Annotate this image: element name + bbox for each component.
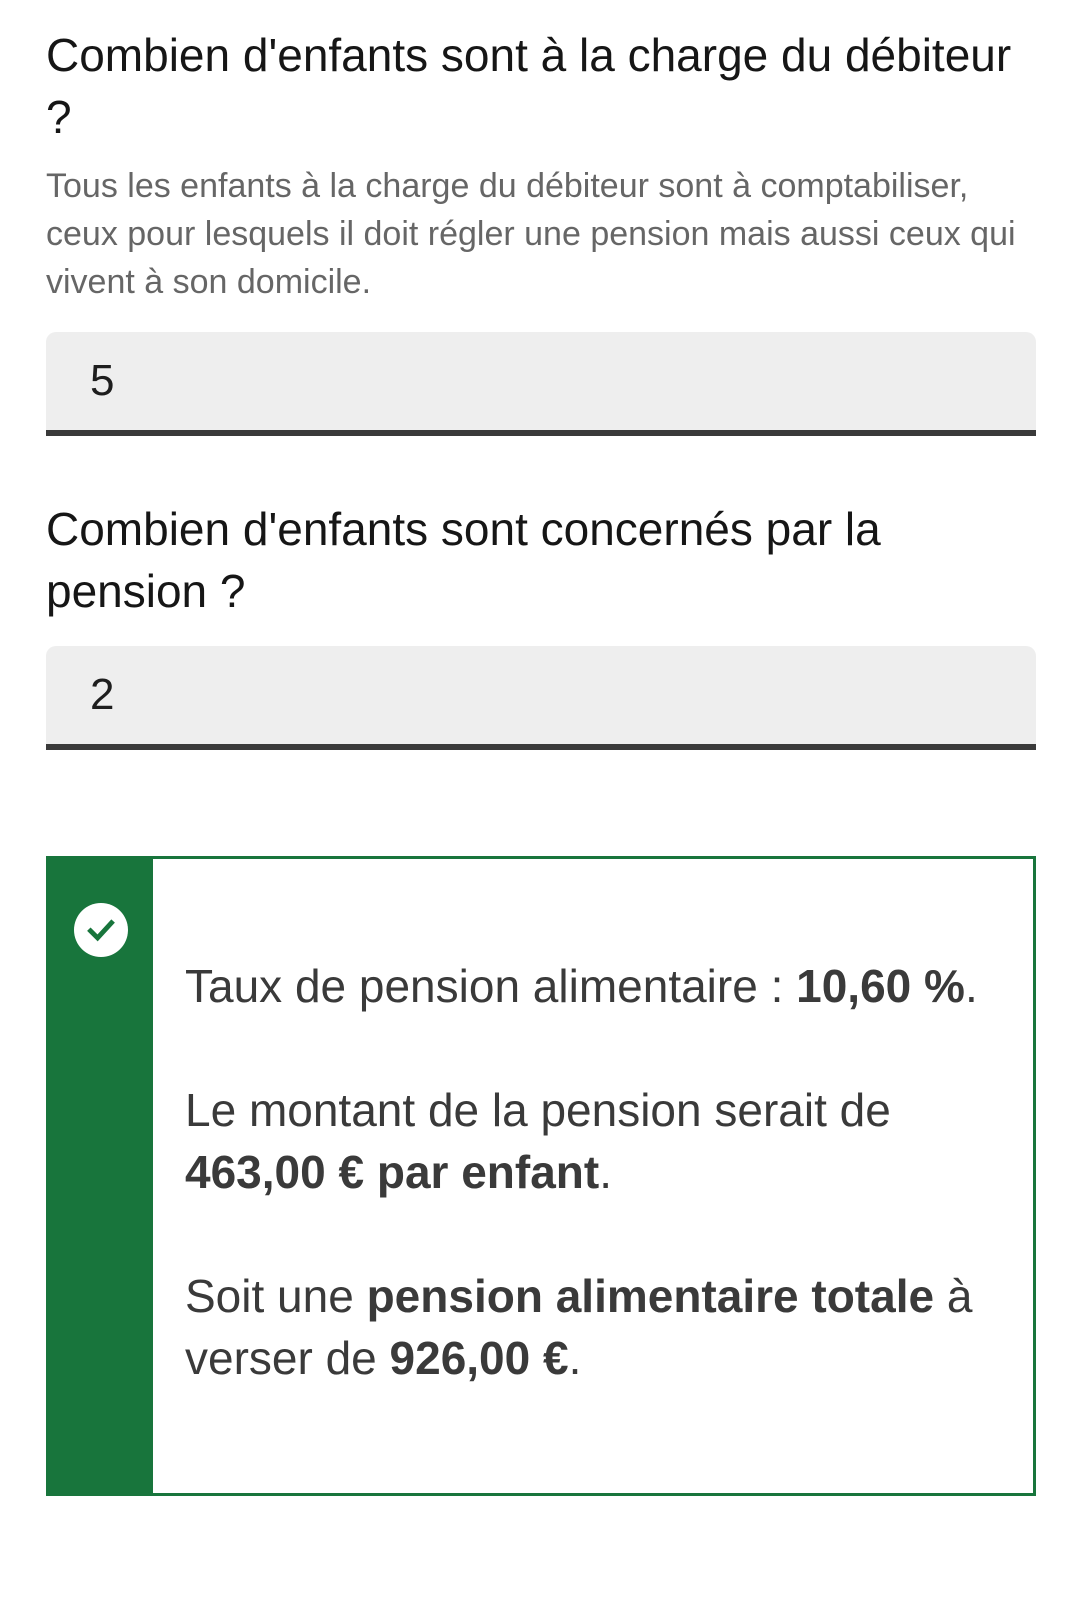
result-text-segment: .: [964, 960, 978, 1012]
question-hint-children-in-charge: Tous les enfants à la charge du débiteur…: [46, 167, 1016, 301]
result-paragraph-total: Soit une pension alimentaire totale à ve…: [185, 1265, 985, 1389]
result-text-segment: 926,00 €: [389, 1332, 569, 1384]
result-box: Taux de pension alimentaire : 10,60 %. L…: [46, 856, 1036, 1496]
result-text-segment: Le montant de la pension serait de: [185, 1084, 891, 1136]
simulator-form: Combien d'enfants sont à la charge du dé…: [0, 24, 1080, 1496]
result-text-segment: Taux de pension alimentaire :: [185, 960, 797, 1012]
question-label-children-pension: Combien d'enfants sont concernés par la …: [46, 503, 881, 617]
check-icon: [74, 903, 128, 957]
question-label-children-in-charge: Combien d'enfants sont à la charge du dé…: [46, 29, 1012, 143]
result-text-segment: 463,00 € par enfant: [185, 1146, 600, 1198]
result-paragraph-per-child: Le montant de la pension serait de 463,0…: [185, 1079, 985, 1203]
result-text-segment: à verser de: [185, 1270, 973, 1384]
result-text-segment: Soit une: [185, 1270, 367, 1322]
children-in-charge-input[interactable]: [46, 332, 1036, 436]
result-message: Taux de pension alimentaire : 10,60 %. L…: [153, 859, 1033, 1493]
result-text-segment: .: [568, 1332, 582, 1384]
children-pension-input[interactable]: [46, 646, 1036, 750]
result-text-segment: pension alimentaire totale: [366, 1270, 935, 1322]
result-text-segment: .: [599, 1146, 612, 1198]
result-text-segment: 10,60 %: [796, 960, 965, 1012]
result-paragraph-rate: Taux de pension alimentaire : 10,60 %.: [185, 955, 985, 1017]
result-status-bar: [49, 859, 153, 1493]
